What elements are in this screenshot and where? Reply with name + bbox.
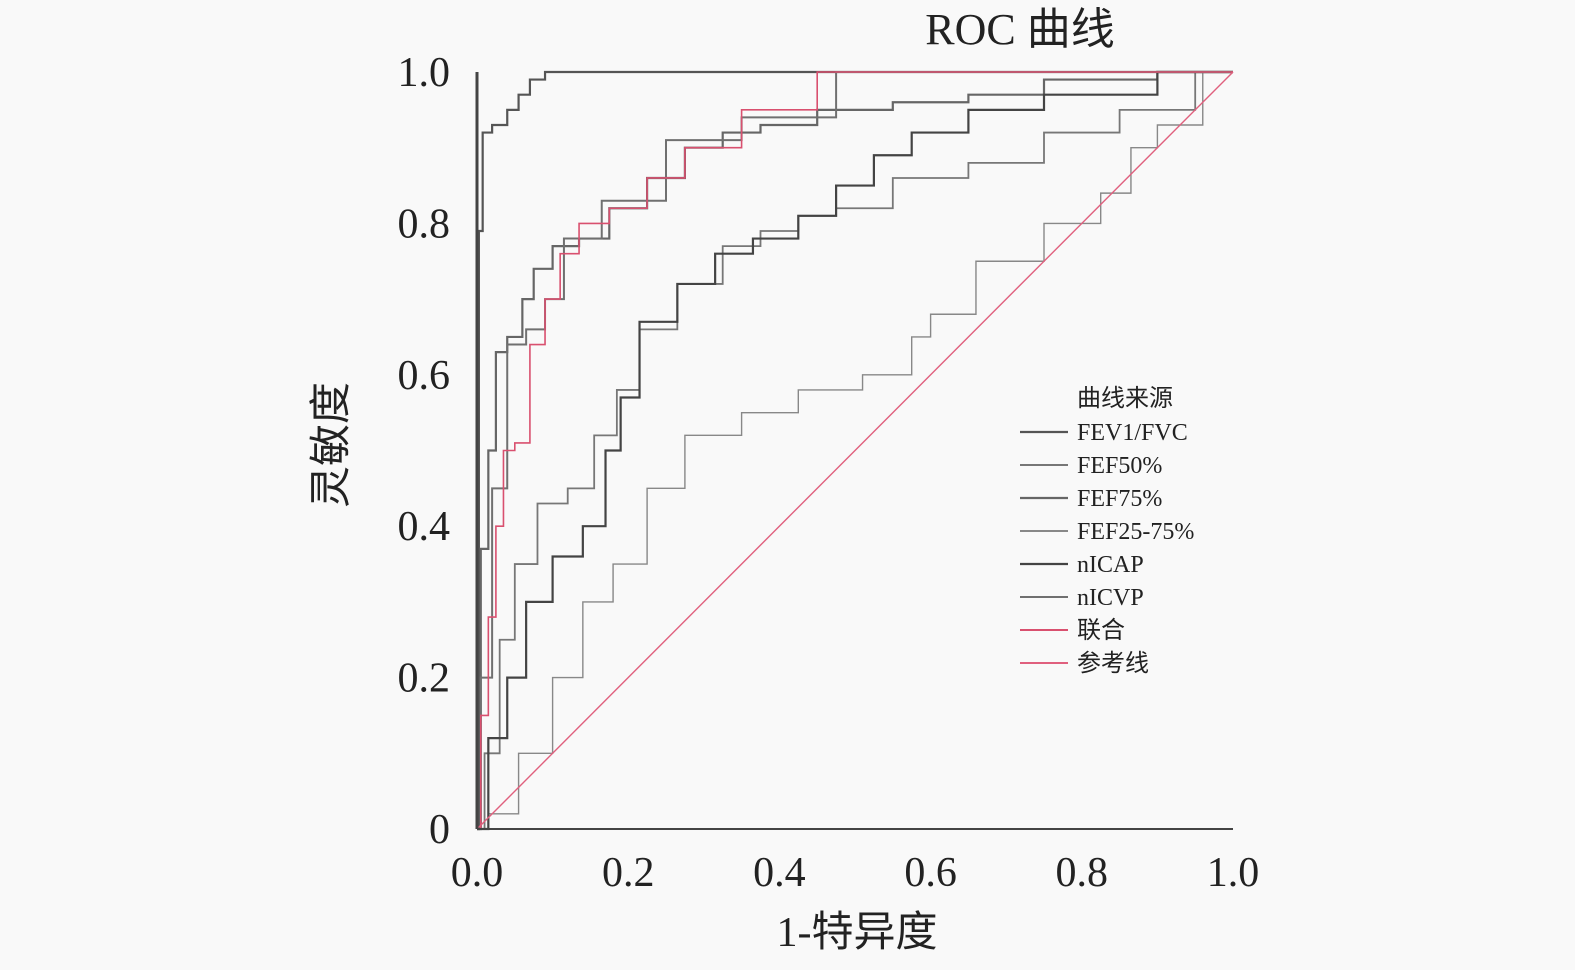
legend-item-label: FEV1/FVC — [1077, 420, 1188, 446]
legend-item-label: FEF25-75% — [1077, 519, 1194, 545]
x-tick-label: 0.4 — [753, 850, 806, 896]
legend-item-label: nICVP — [1077, 585, 1144, 611]
x-tick-labels: 0.0 0.2 0.4 0.6 0.8 1.0 — [451, 850, 1260, 896]
legend-item-label: 联合 — [1077, 617, 1125, 644]
roc-curve-3 — [477, 71, 1233, 830]
x-tick-label: 0.0 — [451, 850, 504, 896]
roc-curves — [476, 70, 1234, 831]
y-tick-label: 0.8 — [398, 201, 451, 247]
roc-curve-4 — [477, 70, 1233, 831]
y-axis-label: 灵敏度 — [309, 382, 355, 508]
x-tick-label: 0.6 — [904, 850, 957, 896]
x-tick-label: 0.8 — [1056, 850, 1109, 896]
x-tick-label: 1.0 — [1207, 850, 1260, 896]
legend-item-label: FEF75% — [1077, 486, 1162, 512]
y-tick-label: 0.6 — [398, 353, 451, 399]
legend-title: 曲线来源 — [1077, 385, 1173, 412]
x-tick-label: 0.2 — [602, 850, 655, 896]
chart-title: ROC 曲线 — [925, 5, 1114, 54]
roc-curve-6 — [477, 71, 1233, 830]
roc-curve-5 — [477, 71, 1233, 830]
roc-curve-0 — [477, 70, 1233, 831]
legend: 曲线来源 FEV1/FVC FEF50% FEF75% FEF25-75% nICAP n… — [1020, 385, 1194, 677]
x-axis-label: 1-特异度 — [777, 910, 938, 956]
legend-item-label: 参考线 — [1077, 650, 1149, 677]
y-tick-label: 0 — [429, 807, 450, 853]
y-tick-label: 0.4 — [398, 504, 451, 550]
y-tick-label: 1.0 — [398, 50, 451, 96]
legend-item-label: FEF50% — [1077, 453, 1162, 479]
y-tick-label: 0.2 — [398, 656, 451, 702]
y-tick-labels: 0 0.2 0.4 0.6 0.8 1.0 — [398, 50, 451, 853]
roc-curve-7 — [476, 71, 1234, 830]
legend-item-label: nICAP — [1077, 552, 1144, 578]
